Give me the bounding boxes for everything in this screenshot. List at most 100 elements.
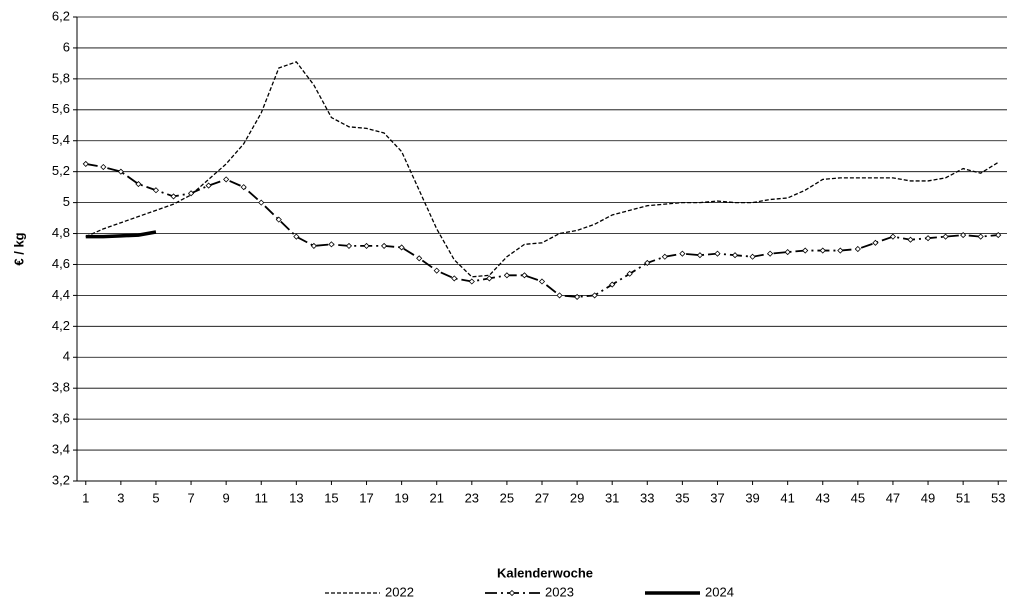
point-marker [626, 270, 633, 277]
y-tick-label: 4,4 [52, 287, 70, 302]
x-tick-label: 25 [500, 490, 514, 505]
x-tick-label: 7 [187, 490, 194, 505]
series-line [85, 163, 999, 298]
x-tick-label: 37 [710, 490, 724, 505]
point-marker [731, 252, 739, 259]
x-axis-title: Kalenderwoche [497, 565, 593, 580]
y-tick-label: 6,2 [52, 8, 70, 23]
point-marker [258, 199, 265, 206]
x-tick-label: 19 [394, 490, 408, 505]
x-tick-label: 11 [254, 490, 268, 505]
point-marker [240, 184, 247, 191]
point-marker [644, 259, 651, 266]
point-marker [187, 190, 195, 197]
point-marker [784, 249, 791, 256]
x-tick-label: 35 [675, 490, 689, 505]
point-marker [872, 239, 879, 246]
x-tick-label: 5 [152, 490, 159, 505]
point-marker [714, 250, 721, 257]
point-marker [398, 244, 405, 251]
legend-label: 2022 [385, 584, 414, 599]
series-line [85, 230, 157, 239]
point-marker [538, 278, 546, 285]
point-marker [556, 292, 563, 299]
x-tick-label: 39 [745, 490, 759, 505]
y-tick-label: 3,8 [52, 380, 70, 395]
point-marker [363, 242, 370, 249]
point-marker [819, 247, 826, 254]
point-marker [223, 176, 230, 183]
legend-marker [508, 589, 516, 597]
y-tick-label: 3,6 [52, 411, 70, 426]
point-marker [521, 272, 528, 279]
point-marker [486, 275, 493, 282]
point-marker [328, 241, 335, 248]
point-marker [275, 216, 282, 223]
point-marker [574, 293, 581, 301]
legend-label: 2024 [705, 584, 734, 599]
point-marker [609, 281, 616, 288]
y-tick-label: 5 [63, 194, 70, 209]
point-marker [661, 253, 668, 260]
x-tick-label: 15 [324, 490, 338, 505]
point-marker [924, 235, 932, 242]
x-tick-label: 41 [780, 490, 794, 505]
x-tick-label: 31 [605, 490, 619, 505]
x-tick-label: 53 [991, 490, 1005, 505]
x-tick-label: 43 [816, 490, 830, 505]
point-marker [152, 187, 160, 194]
x-tick-label: 1 [82, 490, 89, 505]
point-marker [170, 193, 177, 200]
y-tick-label: 4 [63, 349, 70, 364]
y-tick-label: 3,2 [52, 472, 70, 487]
x-tick-label: 13 [289, 490, 303, 505]
point-marker [416, 255, 423, 262]
legend-label: 2023 [545, 584, 574, 599]
x-tick-label: 17 [359, 490, 373, 505]
y-tick-label: 4,8 [52, 225, 70, 240]
point-marker [942, 233, 949, 240]
y-tick-label: 5,4 [52, 132, 70, 147]
x-tick-label: 3 [117, 490, 124, 505]
y-tick-label: 3,4 [52, 442, 70, 457]
y-tick-label: 5,8 [52, 70, 70, 85]
series-line [85, 61, 999, 278]
y-tick-label: 4,6 [52, 256, 70, 271]
point-marker [889, 233, 897, 240]
point-marker [749, 253, 756, 260]
point-marker [767, 250, 774, 257]
y-tick-label: 5,2 [52, 163, 70, 178]
point-marker [205, 182, 212, 189]
x-tick-label: 29 [570, 490, 584, 505]
x-tick-label: 9 [223, 490, 230, 505]
point-marker [591, 292, 598, 299]
y-tick-label: 4,2 [52, 318, 70, 333]
x-tick-label: 33 [640, 490, 654, 505]
point-marker [451, 275, 458, 282]
point-marker [82, 160, 89, 167]
point-marker [117, 168, 124, 175]
x-tick-label: 49 [921, 490, 935, 505]
point-marker [802, 247, 809, 254]
x-tick-label: 45 [851, 490, 865, 505]
point-marker [293, 233, 300, 240]
point-marker [960, 232, 967, 239]
x-tick-label: 21 [429, 490, 443, 505]
point-marker [381, 242, 388, 249]
point-marker [135, 180, 142, 188]
point-marker [100, 163, 107, 171]
x-tick-label: 27 [535, 490, 549, 505]
point-marker [977, 233, 984, 240]
point-marker [907, 236, 914, 243]
y-tick-label: 5,6 [52, 101, 70, 116]
x-tick-label: 47 [886, 490, 900, 505]
point-marker [310, 242, 317, 249]
point-marker [837, 247, 844, 254]
point-marker [433, 267, 440, 274]
y-axis-title: € / kg [11, 232, 26, 265]
x-tick-label: 51 [956, 490, 970, 505]
point-marker [854, 245, 861, 253]
point-marker [679, 250, 686, 257]
point-marker [503, 272, 510, 279]
